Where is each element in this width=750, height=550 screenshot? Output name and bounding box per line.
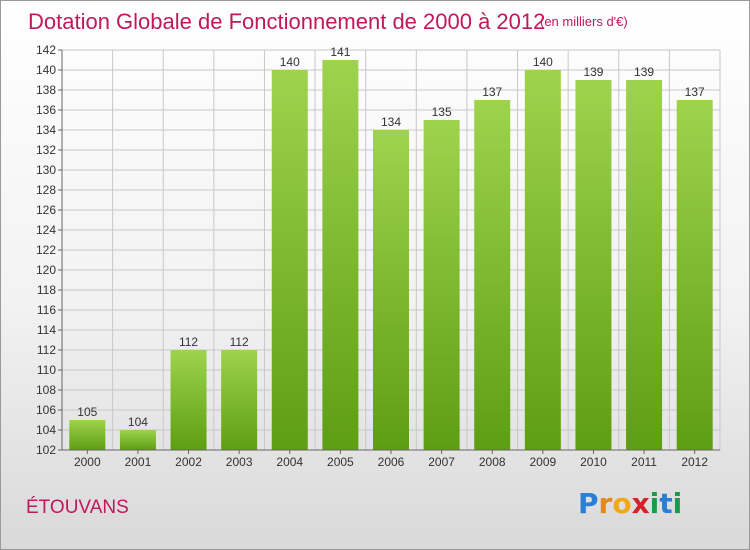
bar-2009: [524, 70, 561, 450]
proxiti-logo: Proxiti: [578, 487, 682, 520]
x-tick-label: 2010: [580, 455, 607, 469]
y-tick-label: 140: [36, 63, 56, 77]
data-label: 139: [634, 65, 654, 79]
data-label: 135: [432, 105, 452, 119]
data-label: 140: [533, 55, 553, 69]
x-tick-label: 2009: [529, 455, 556, 469]
logo-letter: r: [598, 487, 613, 520]
x-tick-label: 2005: [327, 455, 354, 469]
bar-2007: [423, 120, 460, 450]
logo-letter: P: [578, 487, 599, 520]
data-label: 141: [330, 45, 350, 59]
y-tick-label: 120: [36, 263, 56, 277]
y-tick-label: 118: [37, 283, 56, 297]
data-labels: 105 104 112 112 140 141 134 135 137 140 139 139 137: [77, 45, 705, 429]
bar-2004: [271, 70, 308, 450]
y-tick-label: 132: [36, 143, 56, 157]
chart-subtitle: (en milliers d'€): [540, 14, 628, 29]
x-tick-label: 2003: [226, 455, 253, 469]
x-tick-label: 2006: [378, 455, 405, 469]
y-tick-label: 116: [37, 303, 56, 317]
x-tick-label: 2007: [428, 455, 455, 469]
y-tick-label: 124: [36, 223, 56, 237]
y-tick-label: 112: [37, 343, 56, 357]
bar-2001: [119, 430, 156, 450]
logo-letter: t: [659, 487, 673, 520]
axes: 102 104 106 108 110 112 114 116 118 120 122 124 126 1…: [36, 43, 720, 469]
bar-2000: [69, 420, 106, 450]
logo-letter: i: [649, 487, 660, 520]
bars: [69, 60, 713, 450]
data-label: 137: [482, 85, 502, 99]
y-tick-label: 134: [36, 123, 56, 137]
y-tick-label: 114: [37, 323, 56, 337]
data-label: 112: [230, 335, 249, 349]
logo-letter: o: [612, 487, 632, 520]
bar-2005: [322, 60, 359, 450]
y-tick-label: 136: [36, 103, 56, 117]
x-tick-label: 2012: [681, 455, 708, 469]
x-tick-label: 2000: [74, 455, 101, 469]
x-tick-label: 2001: [125, 455, 152, 469]
bar-2011: [626, 80, 663, 450]
bar-2010: [575, 80, 612, 450]
town-name: ÉTOUVANS: [26, 497, 129, 518]
data-label: 105: [77, 405, 97, 419]
data-label: 104: [128, 415, 148, 429]
x-tick-label: 2002: [175, 455, 202, 469]
y-tick-label: 138: [36, 83, 56, 97]
y-tick-label: 102: [36, 443, 56, 457]
data-label: 139: [583, 65, 603, 79]
bar-2003: [221, 350, 258, 450]
chart-title: Dotation Globale de Fonctionnement de 20…: [28, 9, 546, 34]
bar-2008: [474, 100, 511, 450]
x-tick-label: 2011: [631, 455, 657, 469]
y-tick-label: 126: [36, 203, 56, 217]
bar-2002: [170, 350, 207, 450]
y-tick-label: 106: [36, 403, 56, 417]
y-tick-label: 128: [36, 183, 56, 197]
logo-letter: i: [672, 487, 683, 520]
data-label: 134: [381, 115, 401, 129]
y-tick-label: 110: [37, 363, 56, 377]
bar-2012: [676, 100, 713, 450]
y-tick-label: 108: [36, 383, 56, 397]
data-label: 112: [179, 335, 198, 349]
data-label: 140: [280, 55, 300, 69]
y-tick-label: 130: [36, 163, 56, 177]
bar-2006: [373, 130, 409, 450]
y-tick-label: 142: [36, 43, 56, 57]
logo-letter: x: [631, 487, 650, 520]
y-tick-label: 104: [36, 423, 56, 437]
x-tick-label: 2004: [276, 455, 303, 469]
y-tick-label: 122: [36, 243, 56, 257]
data-label: 137: [685, 85, 705, 99]
x-tick-label: 2008: [479, 455, 506, 469]
